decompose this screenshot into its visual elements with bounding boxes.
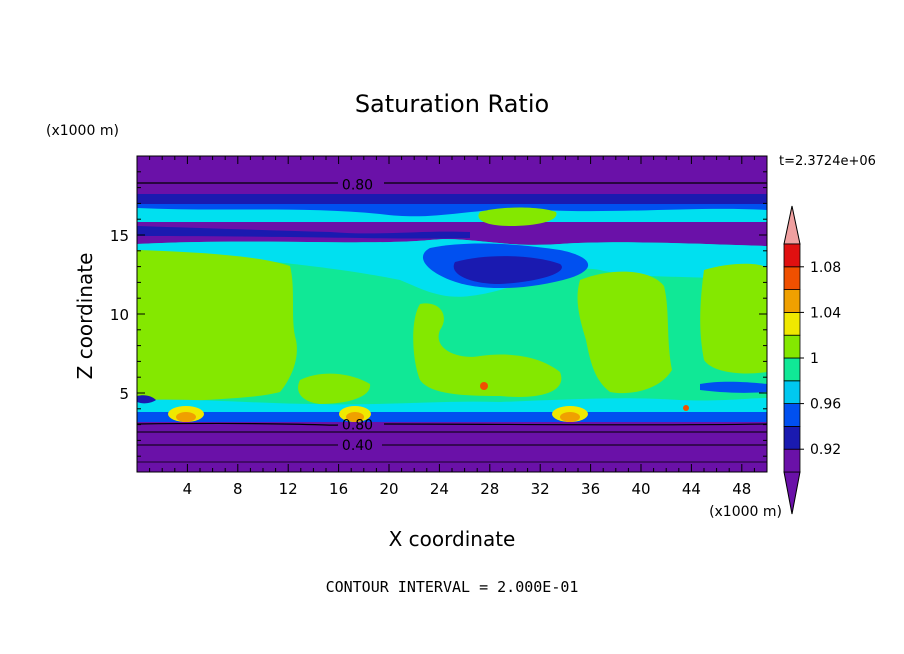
colorbar-tick-label: 0.92 [810,442,841,458]
x-tick-label: 44 [682,480,701,498]
field-band-top-purple [137,156,767,194]
field-band-bottom-purple [137,422,767,472]
field-band-darkblue [137,194,767,204]
colorbar-swatch [783,266,801,290]
y-tick-label: 10 [110,306,129,324]
field-streak-blue-right [700,381,767,393]
colorbar-swatch [783,334,801,359]
colorbar-tick-label: 0.96 [810,397,841,413]
time-label: t=2.3724e+06 [779,154,876,169]
x-axis-unit-label: (x1000 m) [709,504,782,520]
x-tick-label: 36 [581,480,600,498]
x-tick-label: 40 [631,480,650,498]
x-axis-ticks: 4 8 12 16 20 24 28 32 36 40 44 48 [149,156,755,498]
colorbar-swatch [783,243,801,268]
field-mound-orange-3 [560,412,580,422]
colorbar-swatch [783,403,801,427]
colorbar-swatch [783,357,801,382]
colorbar: 1.08 1.04 1 0.96 0.92 [783,205,841,515]
field-spot-red [480,382,488,390]
field-region-lime-small [298,373,371,404]
x-tick-label: 28 [480,480,499,498]
colorbar-swatch [783,448,801,473]
colorbar-swatch [783,289,801,313]
x-tick-label: 20 [379,480,398,498]
x-tick-label: 4 [183,480,193,498]
field-region-lime-center [413,303,562,397]
y-axis-title: Z coordinate [73,253,97,380]
x-tick-label: 48 [732,480,751,498]
contour-label: 0.80 [342,177,373,193]
heatmap-field [137,156,767,472]
y-tick-label: 5 [119,385,129,403]
colorbar-lower-arrow [783,471,801,515]
contour-interval-note: CONTOUR INTERVAL = 2.000E-01 [326,578,579,596]
field-blob-lime-top [478,207,557,226]
x-tick-label: 12 [279,480,298,498]
chart-title: Saturation Ratio [355,90,549,118]
colorbar-swatch [783,311,801,336]
x-tick-label: 32 [531,480,550,498]
x-tick-label: 16 [329,480,348,498]
field-band-cyan-upper [137,208,767,222]
field-band-blue-surface [137,412,767,422]
z-axis-unit-label: (x1000 m) [46,123,119,139]
contour-label: 0.40 [342,438,373,454]
field-streak-blue-left [137,395,156,404]
field-band-mid-darkblue [137,226,470,239]
x-tick-label: 8 [233,480,243,498]
y-axis-ticks: 5 10 15 [110,171,767,457]
colorbar-swatch [783,425,801,450]
contour-label: 0.80 [342,418,373,434]
y-tick-label: 15 [110,227,129,245]
x-axis-title: X coordinate [389,527,516,551]
colorbar-swatch [783,380,801,404]
field-region-lime-far-right [700,263,767,374]
contour-labels: 0.80 0.80 0.40 [342,177,373,454]
field-mound-orange-1 [176,412,196,422]
colorbar-tick-label: 1 [810,351,819,367]
colorbar-tick-label: 1.08 [810,260,841,276]
x-tick-label: 24 [430,480,449,498]
colorbar-tick-label: 1.04 [810,305,841,321]
field-blob-darkblue [453,256,562,284]
field-region-lime-right [577,271,672,394]
field-mound-orange-2 [346,412,364,422]
colorbar-upper-arrow [783,205,801,245]
contour-line-080 [137,422,767,426]
field-region-lime-left [137,250,297,404]
field-spot-red-2 [683,405,689,411]
